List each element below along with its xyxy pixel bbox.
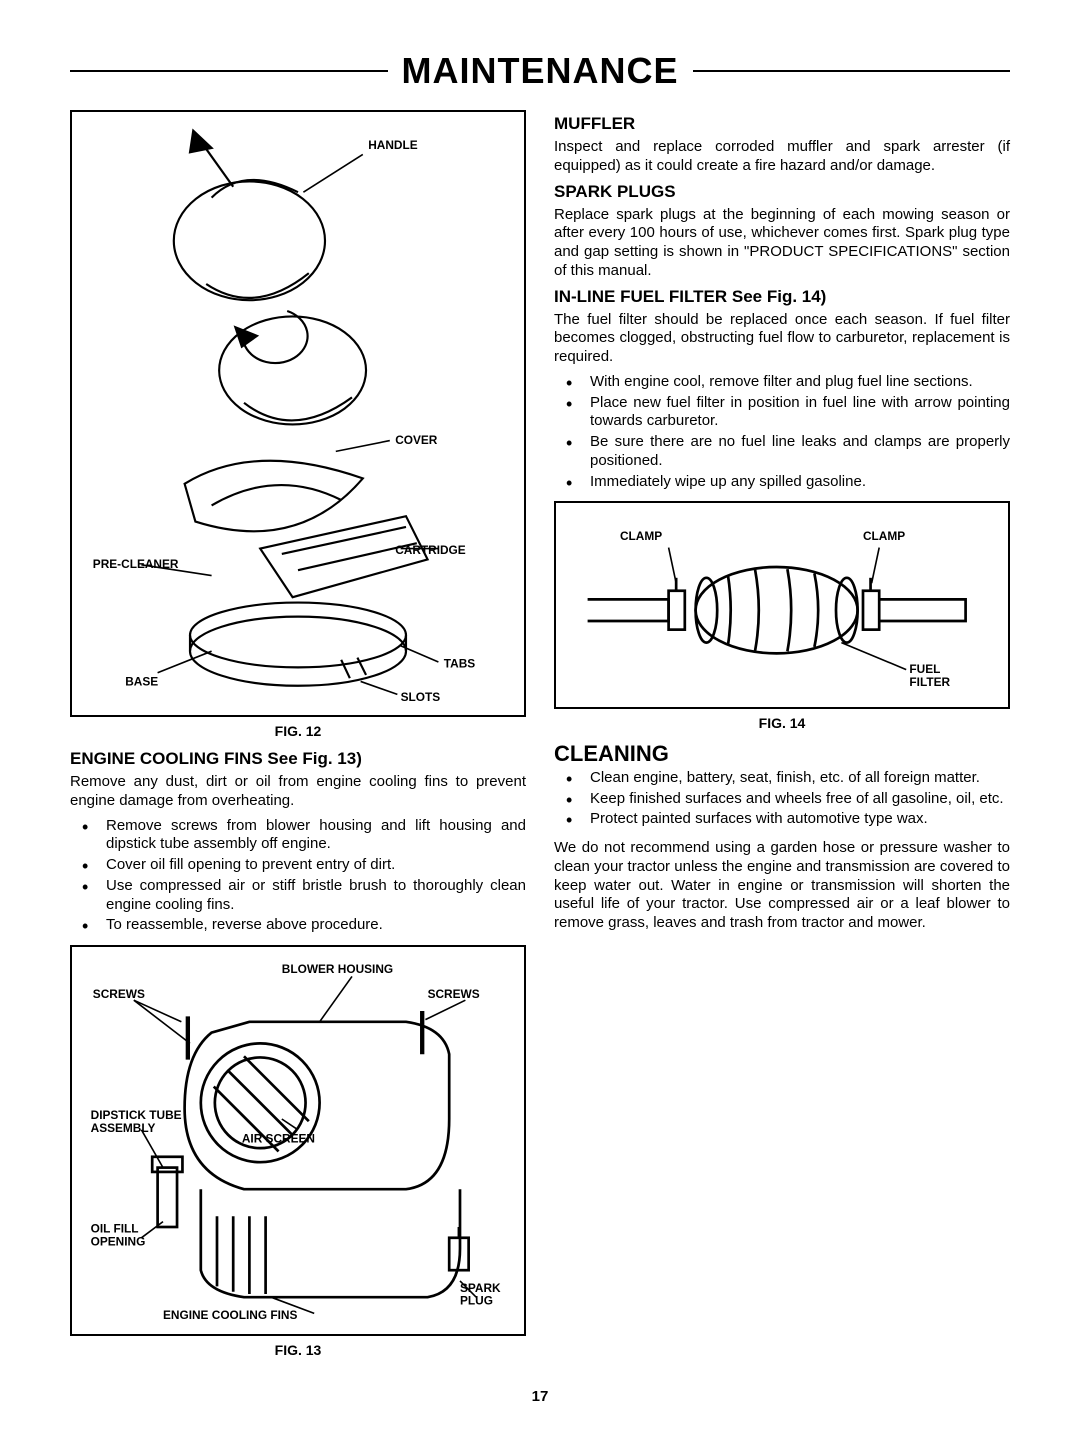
figure-12-diagram: HANDLE COVER CARTRIDGE PRE-CLEANER BASE … bbox=[82, 122, 514, 705]
figure-13-diagram: BLOWER HOUSING SCREWS SCREWS AIR SCREEN … bbox=[82, 957, 514, 1324]
figure-14-diagram: CLAMP CLAMP FUELFILTER bbox=[566, 513, 998, 697]
list-item: Remove screws from blower housing and li… bbox=[70, 817, 526, 855]
fig13-label-fins: ENGINE COOLING FINS bbox=[163, 1308, 298, 1322]
list-item: Be sure there are no fuel line leaks and… bbox=[554, 433, 1010, 471]
fig14-label-clamp-l: CLAMP bbox=[620, 529, 662, 543]
fig12-label-cartridge: CARTRIDGE bbox=[395, 543, 466, 557]
list-item: Place new fuel filter in position in fue… bbox=[554, 394, 1010, 432]
cooling-fins-heading: ENGINE COOLING FINS See Fig. 13) bbox=[70, 749, 526, 769]
sparkplugs-heading: SPARK PLUGS bbox=[554, 182, 1010, 202]
fuelfilter-intro: The fuel filter should be replaced once … bbox=[554, 311, 1010, 367]
fig12-label-cover: COVER bbox=[395, 433, 438, 447]
list-item: Immediately wipe up any spilled gasoline… bbox=[554, 473, 1010, 492]
rule-left bbox=[70, 70, 388, 72]
page-title: MAINTENANCE bbox=[388, 50, 693, 92]
list-item: To reassemble, reverse above procedure. bbox=[70, 916, 526, 935]
fig13-label-airscreen: AIR SCREEN bbox=[242, 1132, 315, 1146]
fig14-label-clamp-r: CLAMP bbox=[863, 529, 905, 543]
list-item: Clean engine, battery, seat, finish, etc… bbox=[554, 769, 1010, 788]
list-item: Keep finished surfaces and wheels free o… bbox=[554, 790, 1010, 809]
fuelfilter-heading: IN-LINE FUEL FILTER See Fig. 14) bbox=[554, 287, 1010, 307]
cooling-fins-intro: Remove any dust, dirt or oil from engine… bbox=[70, 773, 526, 811]
figure-13-caption: FIG. 13 bbox=[70, 1342, 526, 1358]
fig12-label-precleaner: PRE-CLEANER bbox=[93, 557, 179, 571]
figure-14-caption: FIG. 14 bbox=[554, 715, 1010, 731]
fig13-label-blower: BLOWER HOUSING bbox=[282, 962, 393, 976]
muffler-body: Inspect and replace corroded muffler and… bbox=[554, 138, 1010, 176]
muffler-heading: MUFFLER bbox=[554, 114, 1010, 134]
content-columns: HANDLE COVER CARTRIDGE PRE-CLEANER BASE … bbox=[70, 110, 1010, 1368]
rule-right bbox=[693, 70, 1011, 72]
cleaning-footer: We do not recommend using a garden hose … bbox=[554, 839, 1010, 933]
cleaning-heading: CLEANING bbox=[554, 741, 1010, 767]
fig12-label-handle: HANDLE bbox=[368, 138, 418, 152]
fig14-label-filter: FUELFILTER bbox=[909, 662, 950, 689]
fuelfilter-bullets: With engine cool, remove filter and plug… bbox=[554, 373, 1010, 492]
fig13-label-screws-l: SCREWS bbox=[93, 987, 145, 1001]
list-item: With engine cool, remove filter and plug… bbox=[554, 373, 1010, 392]
fig13-label-dipstick: DIPSTICK TUBEASSEMBLY bbox=[91, 1108, 182, 1135]
figure-12-box: HANDLE COVER CARTRIDGE PRE-CLEANER BASE … bbox=[70, 110, 526, 717]
sparkplugs-body: Replace spark plugs at the beginning of … bbox=[554, 206, 1010, 281]
fig13-label-oilfill: OIL FILLOPENING bbox=[91, 1222, 146, 1249]
left-column: HANDLE COVER CARTRIDGE PRE-CLEANER BASE … bbox=[70, 110, 526, 1368]
page-title-row: MAINTENANCE bbox=[70, 50, 1010, 92]
figure-12-caption: FIG. 12 bbox=[70, 723, 526, 739]
fig13-label-spark: SPARKPLUG bbox=[460, 1281, 501, 1308]
fig12-label-tabs: TABS bbox=[444, 656, 475, 670]
list-item: Cover oil fill opening to prevent entry … bbox=[70, 856, 526, 875]
list-item: Use compressed air or stiff bristle brus… bbox=[70, 877, 526, 915]
figure-13-box: BLOWER HOUSING SCREWS SCREWS AIR SCREEN … bbox=[70, 945, 526, 1336]
figure-14-box: CLAMP CLAMP FUELFILTER bbox=[554, 501, 1010, 709]
list-item: Protect painted surfaces with automotive… bbox=[554, 810, 1010, 829]
cooling-fins-bullets: Remove screws from blower housing and li… bbox=[70, 817, 526, 936]
fig13-label-screws-r: SCREWS bbox=[428, 987, 480, 1001]
fig12-label-base: BASE bbox=[125, 675, 158, 689]
fig12-label-slots: SLOTS bbox=[401, 690, 441, 704]
cleaning-bullets: Clean engine, battery, seat, finish, etc… bbox=[554, 769, 1010, 829]
right-column: MUFFLER Inspect and replace corroded muf… bbox=[554, 110, 1010, 1368]
